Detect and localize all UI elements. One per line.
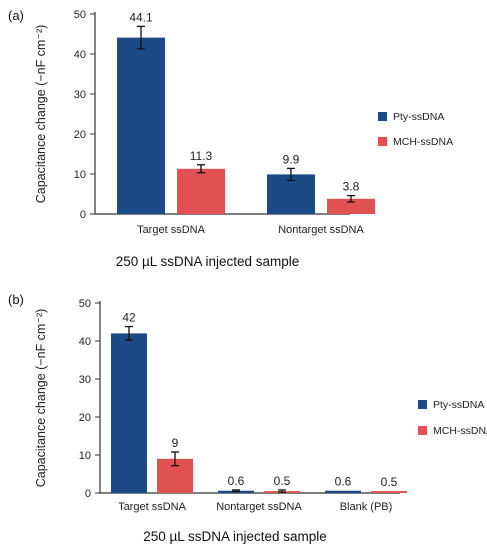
x-category-label: Nontarget ssDNA xyxy=(278,224,364,236)
panel-label: (a) xyxy=(8,8,24,23)
bar xyxy=(117,37,165,214)
y-axis-title: Capacitance change (−nF cm⁻²) xyxy=(34,25,48,204)
x-category-label: Target ssDNA xyxy=(137,224,206,236)
y-tick-label: 30 xyxy=(74,89,86,101)
y-tick-label: 50 xyxy=(74,9,86,21)
y-axis-title: Capacitance change (−nF cm⁻²) xyxy=(34,309,48,488)
bar xyxy=(111,333,147,493)
bar xyxy=(327,198,375,214)
data-label: 42 xyxy=(122,311,136,325)
bar xyxy=(371,491,407,493)
y-tick-label: 20 xyxy=(74,129,86,141)
data-label: 0.6 xyxy=(335,475,352,489)
y-tick-label: 40 xyxy=(79,336,91,348)
x-category-label: Target ssDNA xyxy=(118,501,187,513)
y-tick-label: 30 xyxy=(79,374,91,386)
legend-swatch xyxy=(378,137,387,146)
bar xyxy=(325,490,361,493)
legend-label: Pty-ssDNA xyxy=(433,399,484,411)
y-tick-label: 10 xyxy=(79,450,91,462)
legend-label: Pty-ssDNA xyxy=(393,111,444,123)
y-tick-label: 0 xyxy=(85,488,91,500)
y-tick-label: 40 xyxy=(74,49,86,61)
data-label: 9.9 xyxy=(283,152,300,166)
legend-label: MCH-ssDNA xyxy=(433,425,487,437)
y-tick-label: 0 xyxy=(80,209,86,221)
data-label: 9 xyxy=(172,436,179,450)
y-tick-label: 10 xyxy=(74,169,86,181)
x-axis-title: 250 µL ssDNA injected sample xyxy=(143,529,327,544)
data-label: 0.5 xyxy=(381,475,398,489)
y-tick-label: 20 xyxy=(79,412,91,424)
legend-swatch xyxy=(418,426,427,435)
data-label: 0.6 xyxy=(228,474,245,488)
y-tick-label: 50 xyxy=(79,298,91,310)
legend-label: MCH-ssDNA xyxy=(393,136,453,148)
legend-swatch xyxy=(418,400,427,409)
panel-label: (b) xyxy=(8,292,24,307)
data-label: 11.3 xyxy=(190,149,213,163)
data-label: 44.1 xyxy=(129,10,153,24)
x-axis-title: 250 µL ssDNA injected sample xyxy=(116,254,300,269)
data-label: 0.5 xyxy=(274,474,291,488)
bar xyxy=(177,168,225,214)
x-category-label: Nontarget ssDNA xyxy=(216,501,302,513)
x-category-label: Blank (PB) xyxy=(340,501,393,513)
data-label: 3.8 xyxy=(343,180,360,194)
legend-swatch xyxy=(378,112,387,121)
